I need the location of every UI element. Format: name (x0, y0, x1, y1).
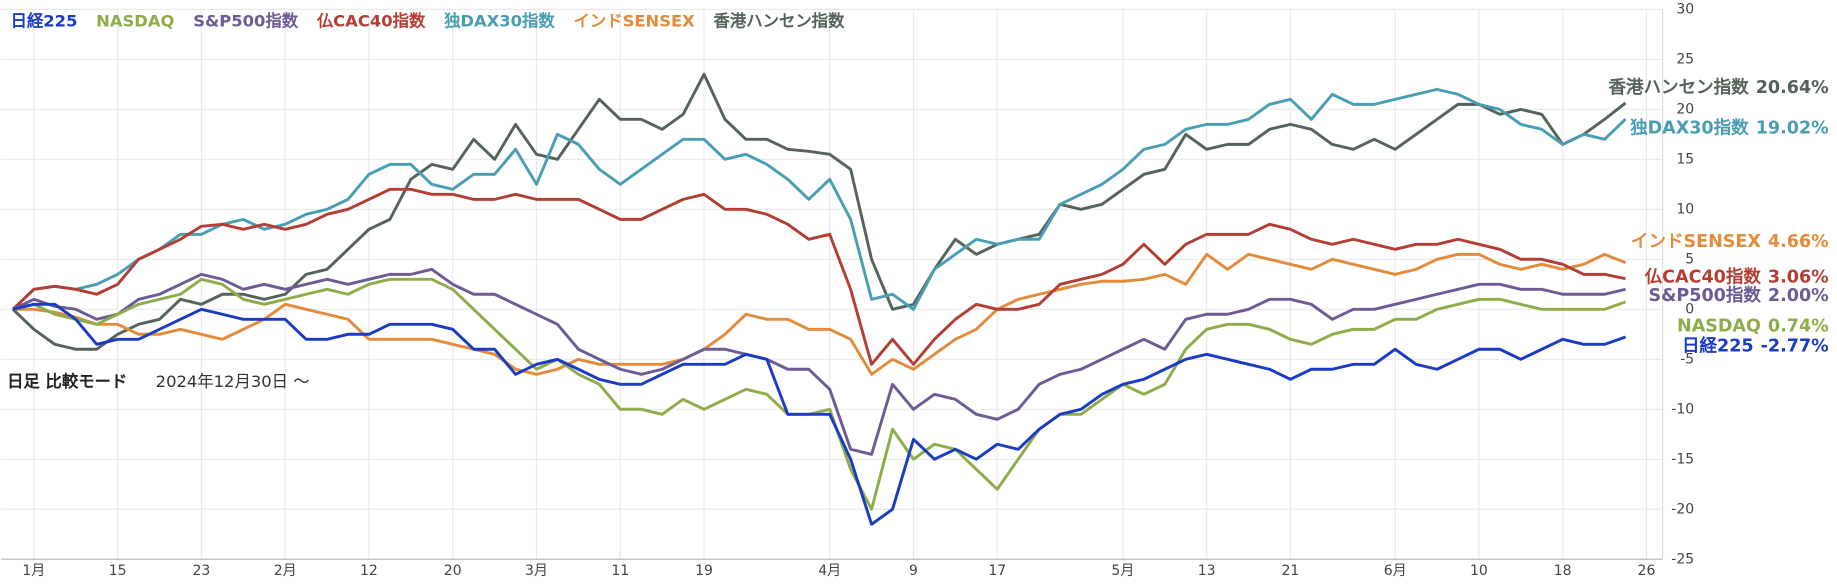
end-label-name: NASDAQ (1677, 316, 1761, 336)
y-tick-label: 5 (1685, 251, 1694, 267)
y-tick-label: 0 (1685, 301, 1694, 317)
x-tick-label: 13 (1198, 563, 1216, 579)
series-line (12, 302, 1627, 526)
legend-item: インドSENSEX (573, 12, 695, 31)
x-tick-label: 12 (360, 563, 378, 579)
y-tick-label: -15 (1671, 451, 1694, 467)
series-line (11, 87, 1627, 311)
x-tick-label: 9 (909, 563, 918, 579)
y-tick-label: 25 (1676, 51, 1694, 67)
x-tick-label: 6月 (1384, 563, 1407, 579)
series-line (12, 252, 1627, 376)
end-label-name: 香港ハンセン指数 (1608, 77, 1749, 98)
x-tick-label: 11 (611, 563, 629, 579)
end-label: 独DAX30指数 19.02% (1630, 118, 1829, 139)
legend-item: S&P500指数 (193, 12, 299, 31)
legend-item: 独DAX30指数 (444, 12, 555, 31)
legend-item: 日経225 (11, 12, 78, 31)
end-label-name: S&P500指数 (1648, 285, 1761, 306)
series-line (11, 187, 1626, 366)
end-label-value: 19.02% (1756, 119, 1829, 139)
x-tick-label: 2月 (274, 563, 297, 579)
end-label-value: 2.00% (1768, 286, 1829, 306)
end-label-value: 20.64% (1756, 78, 1829, 98)
y-tick-label: 10 (1676, 201, 1694, 217)
y-tick-label: -10 (1671, 401, 1694, 417)
series-line (12, 277, 1627, 511)
x-tick-label: 21 (1282, 563, 1300, 579)
x-tick-label: 18 (1554, 563, 1572, 579)
end-label-value: -2.77% (1761, 336, 1830, 356)
labels: 日経225 -2.77%NASDAQ 0.74%S&P500指数 2.00%仏CAC4… (11, 12, 1830, 357)
end-label-name: 日経225 (1682, 335, 1754, 356)
start-date-label: 2024年12月30日 ～ (156, 372, 310, 391)
x-tick-label: 5月 (1111, 563, 1134, 579)
legend-item: 仏CAC40指数 (317, 12, 426, 31)
legend-item: NASDAQ (96, 12, 174, 31)
legend-item: 香港ハンセン指数 (713, 12, 846, 31)
x-tick-label: 15 (109, 563, 127, 579)
y-tick-label: -20 (1671, 501, 1694, 517)
grid: -25 -20 -15 -10 -5 0 5 10 15 20 25 30 1月 15 23 2月 12 20 3月… (1, 1, 1694, 579)
x-tick-label: 20 (444, 563, 462, 579)
lines (11, 72, 1627, 526)
y-tick-label: -5 (1680, 351, 1694, 367)
end-label-name: インドSENSEX (1631, 232, 1761, 252)
end-label-value: 4.66% (1768, 232, 1829, 252)
end-label: S&P500指数 2.00% (1648, 285, 1829, 306)
end-label-name: 仏CAC40指数 (1645, 266, 1762, 287)
end-label: 香港ハンセン指数 20.64% (1608, 77, 1829, 98)
x-tick-label: 10 (1470, 563, 1488, 579)
y-tick-label: 30 (1676, 1, 1694, 17)
x-tick-label: 26 (1638, 563, 1656, 579)
mode-label: 日足 比較モード (7, 372, 127, 391)
y-tick-label: 15 (1676, 151, 1694, 167)
x-tick-label: 4月 (818, 563, 841, 579)
end-label: インドSENSEX 4.66% (1631, 232, 1829, 252)
x-tick-label: 23 (192, 563, 210, 579)
y-tick-label: 20 (1676, 101, 1694, 117)
end-label-name: 独DAX30指数 (1630, 118, 1749, 139)
x-tick-label: 19 (695, 563, 713, 579)
series-line (12, 267, 1626, 456)
end-label: 日経225 -2.77% (1682, 335, 1829, 356)
x-tick-label: 3月 (525, 563, 548, 579)
x-tick-label: 1月 (22, 563, 45, 579)
end-label-value: 0.74% (1768, 316, 1829, 336)
end-label: NASDAQ 0.74% (1677, 316, 1829, 336)
end-label-value: 3.06% (1768, 267, 1829, 287)
y-tick-label: -25 (1671, 551, 1694, 567)
x-tick-label: 17 (988, 563, 1006, 579)
series-line (11, 72, 1627, 351)
end-label: 仏CAC40指数 3.06% (1645, 266, 1830, 287)
